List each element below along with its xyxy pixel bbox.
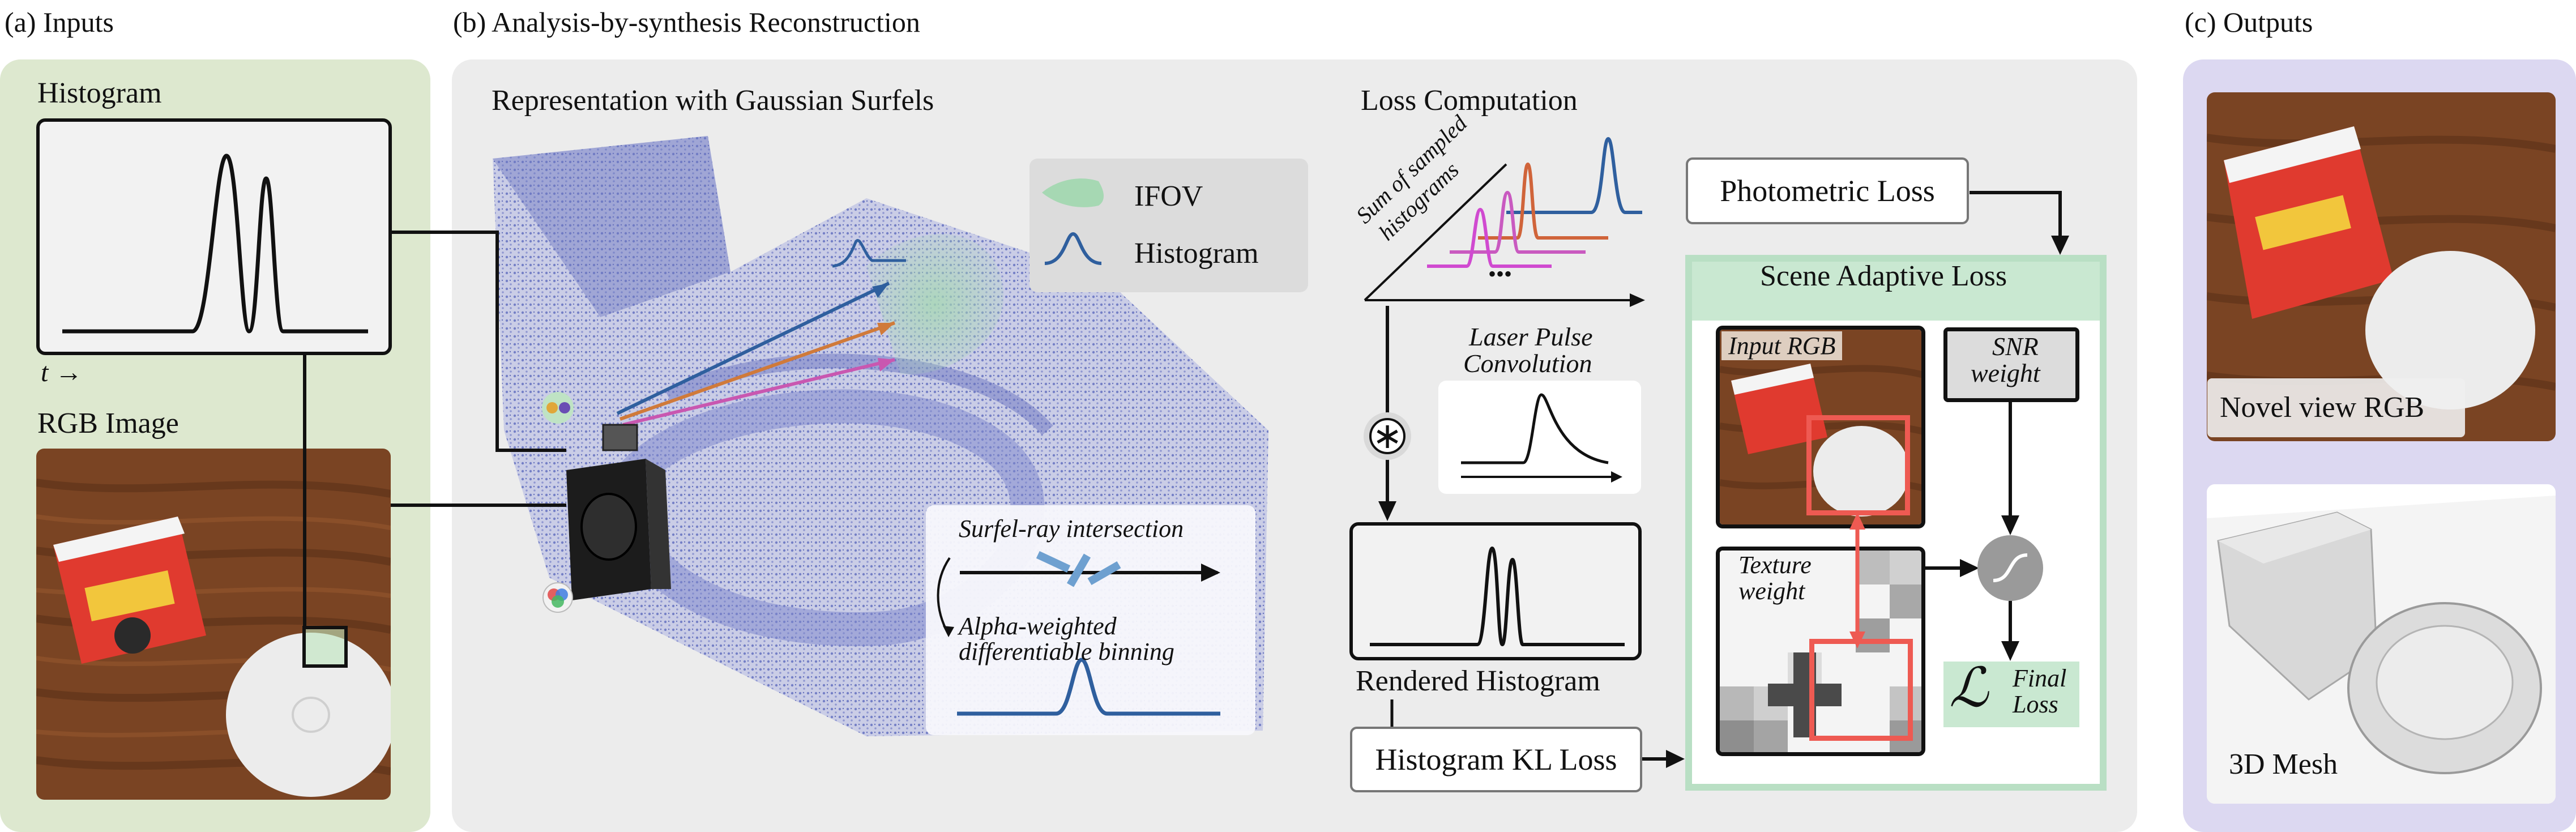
laser-pulse-label-line1: Laser Pulse (1469, 322, 1593, 351)
scene-adaptive-header (1692, 262, 2100, 321)
sampled-pixel-marker (302, 626, 348, 668)
final-loss-symbol: ℒ (1949, 656, 1989, 719)
scene-adaptive-loss-label: Scene Adaptive Loss (1760, 260, 2007, 292)
input-rgb-label: Input RGB (1721, 331, 1843, 360)
novel-view-label-box: Novel view RGB (2207, 378, 2465, 437)
rgb-image-label: RGB Image (37, 407, 179, 440)
input-histogram-box (36, 118, 392, 355)
kl-connector (1390, 699, 1394, 728)
binning-label-line2: differentiable binning (959, 638, 1174, 665)
surfel-ray-label: Surfel-ray intersection (959, 515, 1184, 543)
time-axis-label: t → (41, 357, 83, 387)
correspondence-arrow (1849, 513, 1865, 648)
texture-highlight-box (1809, 639, 1913, 741)
sampled-histograms-plot (1364, 136, 1645, 307)
histogram-label: Histogram (37, 77, 162, 109)
inputs-title: (a) Inputs (5, 6, 114, 38)
input-histogram-plot (62, 153, 368, 334)
snr-weight-box (1943, 327, 2079, 402)
photometric-loss-box: Photometric Loss (1686, 157, 1969, 224)
mesh-image (2207, 484, 2556, 804)
input-rgb-crop (1716, 326, 1925, 528)
rendered-histogram-label: Rendered Histogram (1356, 665, 1600, 697)
texture-weight-drawing (1720, 551, 1921, 752)
photometric-loss-label: Photometric Loss (1720, 174, 1935, 208)
snr-weight-label-line2: weight (1971, 359, 2040, 387)
mesh-drawing (2207, 496, 2556, 804)
outputs-title: (c) Outputs (2185, 6, 2313, 38)
convolution-symbol: ∗ (1372, 415, 1403, 457)
texture-weight-label-line1: Texture (1738, 551, 1812, 579)
loss-computation-title: Loss Computation (1361, 84, 1578, 117)
histogram-legend-icon (1044, 232, 1102, 265)
histogram-kl-loss-label: Histogram KL Loss (1375, 743, 1617, 776)
ellipsis-dots: ••• (1488, 261, 1513, 287)
rgb-highlight-box (1806, 415, 1910, 515)
legend-histogram-label: Histogram (1134, 237, 1259, 270)
photometric-arrow (1970, 191, 2069, 255)
reconstruction-title: (b) Analysis-by-synthesis Reconstruction (453, 6, 920, 38)
final-loss-label-line2: Loss (2013, 690, 2058, 718)
legend-ifov-label: IFOV (1134, 180, 1203, 212)
rgb-scene-drawing (36, 449, 391, 800)
rendered-histogram-plot (1370, 546, 1625, 647)
final-loss-label-line1: Final (2013, 664, 2067, 692)
texture-weight-map (1716, 547, 1925, 756)
novel-view-label: Novel view RGB (2220, 391, 2425, 424)
histogram-kl-loss-box: Histogram KL Loss (1350, 727, 1642, 792)
surfel-ray-drawing (937, 551, 1220, 716)
snr-weight-label-line1: SNR (1992, 332, 2039, 361)
input-rgb-crop-drawing (1720, 330, 1921, 524)
surfel-ray-inset (926, 505, 1255, 735)
final-loss-box (1943, 662, 2079, 727)
input-connector-lines (303, 231, 566, 626)
convolution-arrow (1364, 306, 1411, 521)
mesh-label: 3D Mesh (2229, 748, 2338, 780)
laser-pulse-label-line2: Convolution (1463, 349, 1592, 378)
input-rgb-image (36, 449, 391, 800)
binning-label-line1: Alpha-weighted (959, 612, 1117, 640)
weight-fusion-arrows (1925, 402, 2043, 661)
laser-pulse-plot (1461, 393, 1622, 483)
representation-label: Representation with Gaussian Surfels (492, 84, 934, 117)
kl-to-adaptive-arrow (1642, 750, 1685, 768)
laser-pulse-box (1438, 381, 1641, 494)
texture-weight-label-line2: weight (1738, 577, 1805, 605)
ifov-legend-icon (1042, 178, 1104, 207)
rendered-histogram-box (1349, 522, 1642, 660)
